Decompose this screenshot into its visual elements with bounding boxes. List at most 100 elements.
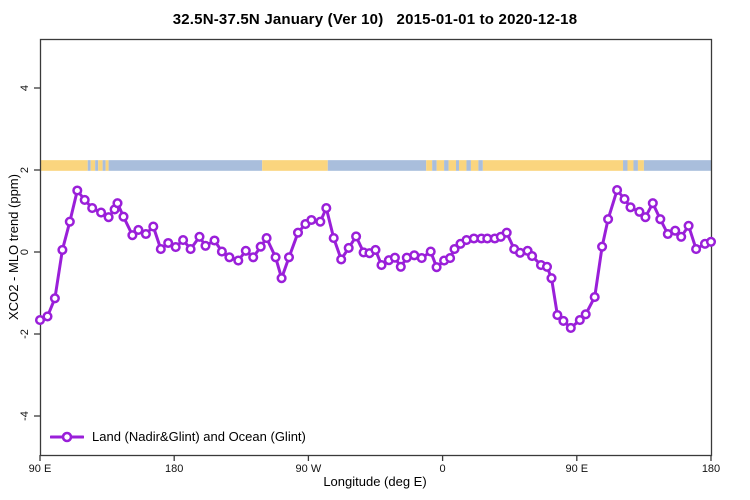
data-point [552,310,563,321]
data-point [49,293,60,304]
data-point [57,244,68,255]
x-axis-title: Longitude (deg E) [323,474,427,489]
data-point [501,227,512,238]
map-strip-segment-land [426,160,433,171]
data-point [72,185,83,196]
map-strip-segment-land [637,160,644,171]
plot-border [39,38,713,457]
data-point [574,315,585,326]
data-point [194,231,205,242]
data-point [209,235,220,246]
data-point [612,185,623,196]
data-point [200,240,211,251]
data-point [634,206,645,217]
data-point [170,242,181,253]
map-strip-segment-land [40,160,88,171]
series-line [38,188,713,330]
data-point [321,203,332,214]
data-point [376,260,387,271]
map-strip-segment-ocean [466,160,471,171]
legend: Land (Nadir&Glint) and Ocean (Glint) [50,429,306,444]
data-point [676,231,687,242]
map-strip-segment-ocean [444,160,449,171]
map-strip-segment-land [98,160,103,171]
y-tick-label: 2 [19,167,31,173]
data-point [541,261,553,272]
map-strip-segment-land [262,160,328,171]
x-tick-label: 0 [440,463,446,475]
data-point [112,198,123,209]
data-point [276,273,287,284]
y-tick-label: -2 [19,329,31,339]
data-point [416,253,427,264]
x-tick-label: 180 [702,463,720,475]
data-point [240,245,251,256]
data-point [449,244,460,255]
map-strip-segment-ocean [95,160,99,171]
data-point [315,216,326,227]
data-point [163,237,174,249]
data-point [255,241,266,252]
x-tick-label: 90 E [565,463,588,475]
data-point [96,207,107,218]
map-strip-segment-land [90,160,96,171]
data-point [589,292,600,303]
data-point [389,252,400,263]
data-point [597,241,608,252]
x-tick-label: 90 W [296,463,322,475]
data-point [370,244,381,255]
map-strip-segment-ocean [87,160,91,171]
data-point [292,227,304,238]
map-strip-segment-land [470,160,479,171]
data-point [216,246,227,257]
data-point [336,254,347,265]
data-point [64,216,75,227]
data-point [185,244,196,255]
data-point [261,233,272,244]
data-point [683,220,694,231]
data-point [283,252,295,263]
data-point [431,262,442,273]
data-point [625,202,636,213]
data-point [127,230,138,241]
legend-line-marker-icon [50,431,84,442]
data-point [328,233,339,244]
data-point [580,309,591,320]
map-strip-segment-ocean [478,160,483,171]
data-point [619,194,630,205]
map-strip-segment-ocean [623,160,628,171]
data-point [140,228,151,240]
map-strip-segment-ocean [432,160,437,171]
data-point [42,311,53,322]
data-point [527,251,538,262]
data-point [395,261,406,272]
data-point [546,273,557,284]
data-point [306,214,317,226]
data-point [133,224,144,235]
data-point [425,246,436,257]
map-strip-segment-ocean [102,160,106,171]
map-strip-segment-ocean [633,160,638,171]
map-strip-segment-land [459,160,467,171]
y-tick-label: 4 [19,85,31,91]
y-tick-label: -4 [19,411,31,421]
data-point [233,255,244,266]
data-point [445,253,456,264]
data-point [118,211,129,222]
data-point [178,235,189,246]
y-tick-label: 0 [19,249,31,255]
data-point [670,225,681,236]
data-point [148,221,159,232]
data-point [351,231,362,242]
data-point [270,252,281,263]
map-strip-segment-land [627,160,634,171]
data-point [224,252,235,263]
data-point [565,322,576,333]
data-point [34,315,46,326]
x-tick-label: 90 E [29,463,52,475]
map-strip-segment-land [448,160,457,171]
map-strip-segment-land [482,160,624,171]
map-strip-segment-land [105,160,109,171]
